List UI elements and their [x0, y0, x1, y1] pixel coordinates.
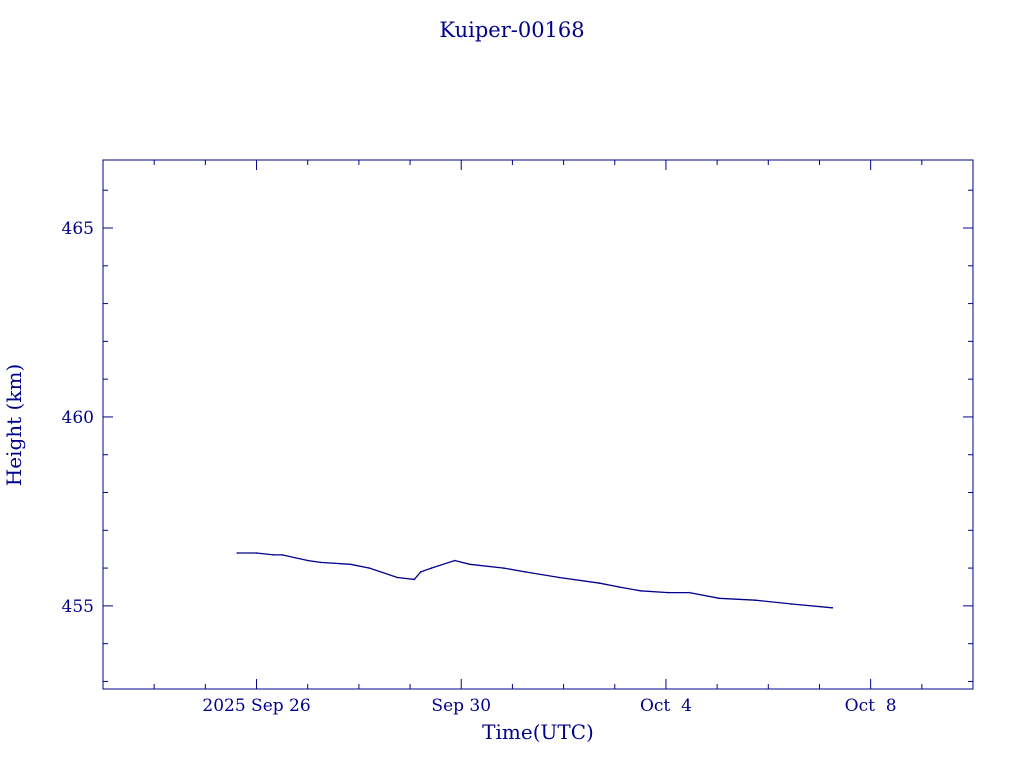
data-point [503, 567, 505, 569]
data-point [791, 603, 793, 605]
chart-title: Kuiper-00168 [439, 18, 584, 42]
data-point [454, 559, 456, 562]
data-point [255, 552, 258, 554]
data-point [319, 561, 322, 564]
x-axis-ticks [102, 160, 974, 689]
data-point [272, 554, 275, 556]
y-axis-tick-labels: 455 460 465 [62, 219, 94, 617]
data-point [368, 567, 371, 569]
x-tick-label: Oct 4 [640, 696, 692, 716]
data-point [413, 578, 416, 581]
data-point [618, 586, 620, 588]
y-tick-label: 465 [62, 219, 94, 239]
x-axis-label: Time(UTC) [482, 720, 594, 744]
y-axis-label: Height (km) [2, 364, 26, 486]
x-tick-label: 2025 Sep 26 [202, 696, 310, 716]
data-point [688, 591, 691, 594]
data-point [524, 571, 526, 573]
height-series-line [237, 552, 833, 609]
data-point [349, 563, 352, 566]
x-axis-tick-labels: 2025 Sep 26 Sep 30 Oct 4 Oct 8 [202, 696, 896, 716]
data-point [419, 571, 422, 573]
data-points [236, 552, 834, 609]
x-tick-label: Oct 8 [845, 696, 897, 716]
y-axis-ticks [103, 189, 973, 682]
data-point [639, 590, 642, 592]
data-point [430, 567, 433, 569]
y-tick-label: 460 [62, 408, 94, 428]
data-point [718, 597, 721, 600]
y-tick-label: 455 [62, 597, 94, 617]
data-point [396, 576, 399, 579]
x-tick-label: Sep 30 [431, 696, 491, 716]
data-point [754, 599, 757, 601]
data-point [599, 582, 601, 584]
data-point [831, 607, 834, 609]
data-point [281, 554, 283, 556]
plot-frame [102, 159, 974, 690]
data-point [306, 559, 309, 562]
data-point [558, 576, 561, 579]
data-point [469, 563, 471, 566]
data-point [667, 591, 669, 594]
data-point [236, 552, 239, 554]
